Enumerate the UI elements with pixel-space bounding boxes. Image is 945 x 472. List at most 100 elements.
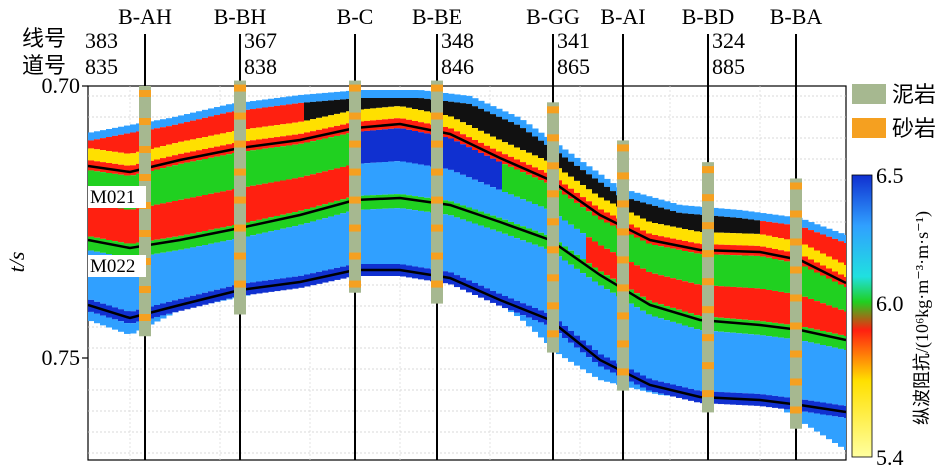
impedance-cell xyxy=(226,154,233,191)
impedance-cell xyxy=(418,110,425,123)
impedance-cell xyxy=(226,298,233,300)
impedance-cell xyxy=(106,206,113,240)
impedance-cell xyxy=(640,218,647,231)
well-log-b-c xyxy=(349,80,361,293)
impedance-cell xyxy=(652,302,659,317)
impedance-cell xyxy=(406,209,413,266)
impedance-cell xyxy=(640,310,647,376)
impedance-cell xyxy=(280,146,287,181)
impedance-cell xyxy=(610,225,617,253)
impedance-cell xyxy=(124,153,131,166)
impedance-cell xyxy=(748,211,755,220)
sand-interval xyxy=(702,306,714,314)
impedance-cell xyxy=(220,300,227,301)
header-trace-label: 道号 xyxy=(22,53,66,78)
impedance-cell xyxy=(442,115,449,127)
impedance-cell xyxy=(604,275,611,290)
impedance-cell xyxy=(502,219,509,234)
impedance-cell xyxy=(184,162,191,199)
well-trace-number: 838 xyxy=(244,54,277,79)
impedance-cell xyxy=(118,152,125,165)
impedance-cell xyxy=(508,221,515,236)
impedance-cell xyxy=(202,231,209,245)
impedance-cell xyxy=(100,130,107,139)
impedance-cell xyxy=(376,90,383,98)
impedance-cell xyxy=(634,384,641,390)
sand-interval xyxy=(139,118,151,125)
impedance-cell xyxy=(628,199,635,213)
impedance-cell xyxy=(748,219,755,234)
impedance-cell xyxy=(538,132,545,141)
sand-interval xyxy=(234,196,246,204)
impedance-cell xyxy=(826,236,833,257)
impedance-cell xyxy=(802,244,809,257)
header-line-label: 线号 xyxy=(22,26,66,51)
impedance-cell xyxy=(646,300,653,315)
impedance-cell xyxy=(118,134,125,153)
impedance-cell xyxy=(370,162,377,196)
impedance-cell xyxy=(562,220,569,247)
well-name-b-bd: B-BD xyxy=(682,4,735,29)
impedance-cell xyxy=(628,262,635,290)
impedance-cell xyxy=(742,333,749,394)
impedance-cell xyxy=(814,413,821,432)
impedance-cell xyxy=(388,98,395,107)
impedance-cell xyxy=(208,193,215,230)
impedance-cell xyxy=(124,125,131,134)
impedance-cell xyxy=(736,319,743,334)
sand-interval xyxy=(234,112,246,120)
impedance-cell xyxy=(580,273,587,341)
sand-interval xyxy=(617,368,629,376)
impedance-cell xyxy=(454,94,461,103)
impedance-cell xyxy=(514,196,521,225)
impedance-cell xyxy=(754,212,761,221)
impedance-cell xyxy=(532,155,539,168)
impedance-cell xyxy=(694,329,701,391)
impedance-cell xyxy=(214,115,221,135)
colorbar-tick-label: 6.5 xyxy=(876,163,904,188)
impedance-cell xyxy=(376,98,383,108)
impedance-cell xyxy=(568,264,575,331)
y-tick-label: 0.70 xyxy=(42,73,81,98)
impedance-cell xyxy=(694,284,701,316)
legend-label-sandstone: 砂岩 xyxy=(892,116,936,141)
impedance-cell xyxy=(592,178,599,194)
impedance-cell xyxy=(670,211,677,227)
impedance-cell xyxy=(406,98,413,108)
impedance-cell xyxy=(484,111,491,134)
impedance-cell xyxy=(310,221,317,274)
impedance-cell xyxy=(646,390,653,393)
impedance-cell xyxy=(760,335,767,395)
impedance-cell xyxy=(460,95,467,104)
impedance-cell xyxy=(628,381,635,388)
impedance-cell xyxy=(814,250,821,263)
impedance-cell xyxy=(418,164,425,197)
impedance-cell xyxy=(778,238,785,251)
impedance-cell xyxy=(394,98,401,107)
impedance-cell xyxy=(166,202,173,238)
impedance-cell xyxy=(640,387,647,391)
impedance-cell xyxy=(250,150,257,186)
impedance-cell xyxy=(490,106,497,115)
impedance-cell xyxy=(712,317,719,332)
impedance-cell xyxy=(130,124,137,133)
impedance-cell xyxy=(376,129,383,163)
impedance-cell xyxy=(286,123,293,136)
impedance-cell xyxy=(808,230,815,248)
impedance-cell xyxy=(190,161,197,198)
impedance-cell xyxy=(532,128,539,137)
impedance-cell xyxy=(754,233,761,246)
impedance-cell xyxy=(220,241,227,289)
impedance-cell xyxy=(526,174,533,202)
sand-interval xyxy=(234,280,246,288)
impedance-cell xyxy=(604,200,611,213)
impedance-cell xyxy=(826,346,833,404)
impedance-cell xyxy=(160,119,167,128)
impedance-cell xyxy=(682,213,689,229)
impedance-cell xyxy=(844,418,846,450)
impedance-cell xyxy=(580,352,587,370)
sand-interval xyxy=(349,112,361,120)
impedance-cell xyxy=(838,284,845,310)
impedance-cell xyxy=(424,90,431,99)
impedance-cell xyxy=(838,309,845,335)
